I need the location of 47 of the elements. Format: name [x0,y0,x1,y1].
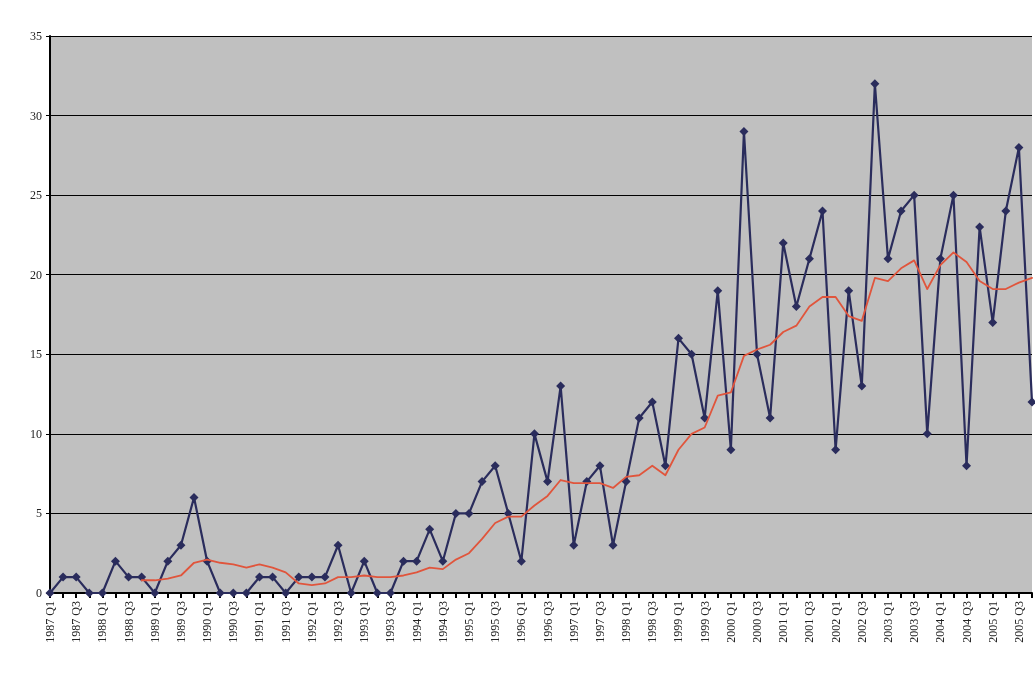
y-tick-label: 35 [30,29,42,43]
x-tick-label: 2004 Q1 [933,601,948,643]
x-tick-label: 1991 Q1 [252,601,267,643]
x-tick-label: 1996 Q3 [540,601,555,643]
x-tick-label: 2003 Q1 [880,601,895,643]
x-tick-label: 1987 Q3 [69,601,84,643]
x-tick-label: 1991 Q3 [278,601,293,643]
x-tick-label: 2005 Q3 [1011,601,1026,643]
x-tick-label: 2005 Q1 [985,601,1000,643]
x-tick-label: 1994 Q1 [409,601,424,643]
x-tick-label: 2001 Q1 [776,601,791,643]
x-tick-label: 2000 Q1 [723,601,738,643]
y-tick-label: 0 [36,586,42,600]
x-tick-label: 2004 Q3 [959,601,974,643]
x-tick-label: 1997 Q1 [566,601,581,643]
x-tick-label: 1999 Q3 [697,601,712,643]
x-tick-label: 1996 Q1 [514,601,529,643]
x-tick-label: 1987 Q1 [43,601,57,643]
x-tick-label: 2000 Q3 [750,601,765,643]
x-tick-label: 1998 Q3 [645,601,660,643]
line-series [140,251,1033,586]
y-tick-label: 15 [30,347,42,362]
x-tick-label: 2002 Q1 [828,601,843,643]
y-tick-label: 30 [30,108,42,123]
x-tick-label: 1993 Q3 [383,601,398,643]
x-tick-label: 1989 Q3 [173,601,188,643]
x-tick-label: 1999 Q1 [671,601,686,643]
x-tick-label: 1993 Q1 [357,601,372,643]
x-tick-label: 1994 Q3 [435,601,450,643]
x-tick-label: 1992 Q1 [304,601,319,643]
y-tick-label: 10 [30,426,42,441]
x-tick-label: 1990 Q3 [226,601,241,643]
x-tick-label: 1998 Q1 [619,601,634,643]
x-tick-label: 1989 Q1 [147,601,162,643]
x-tick-label: 1990 Q1 [200,601,215,643]
x-tick-label: 1992 Q3 [331,601,346,643]
x-tick-label: 2002 Q3 [854,601,869,643]
y-tick-label: 5 [36,506,42,521]
x-tick-label: 2003 Q3 [907,601,922,643]
x-tick-label: 1995 Q1 [461,601,476,643]
x-tick-label: 1997 Q3 [592,601,607,643]
x-tick-label: 1988 Q1 [95,601,110,643]
y-tick-label: 25 [30,188,42,203]
x-tick-label: 2001 Q3 [802,601,817,643]
x-tick-label: 1988 Q3 [121,601,136,643]
x-tick-label: 1995 Q3 [488,601,503,643]
y-tick-label: 20 [30,267,42,282]
